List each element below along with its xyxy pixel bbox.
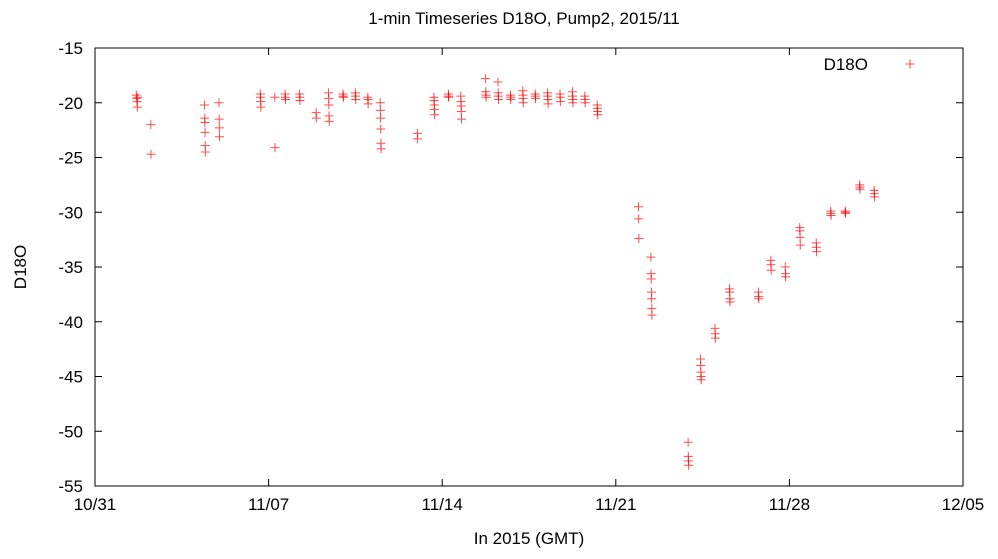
y-tick-label: -55 xyxy=(58,477,83,496)
data-point xyxy=(647,310,657,320)
data-point xyxy=(481,74,491,84)
data-point xyxy=(200,100,210,110)
data-point xyxy=(506,94,516,104)
y-tick-label: -50 xyxy=(58,422,83,441)
y-tick-label: -30 xyxy=(58,203,83,222)
data-point xyxy=(543,99,553,109)
plot-area xyxy=(94,47,964,487)
data-point xyxy=(375,98,385,108)
y-tick-label: -20 xyxy=(58,94,83,113)
data-point xyxy=(647,294,657,304)
y-tick-label: -15 xyxy=(58,39,83,58)
data-point xyxy=(132,102,142,112)
y-tick-label: -45 xyxy=(58,368,83,387)
data-point xyxy=(634,214,644,224)
data-point xyxy=(646,252,656,262)
data-point xyxy=(363,99,373,109)
x-tick-label: 11/14 xyxy=(422,495,463,514)
data-point xyxy=(146,120,156,130)
data-point xyxy=(456,107,466,117)
data-point xyxy=(351,94,361,104)
data-point xyxy=(494,94,504,104)
data-point xyxy=(531,93,541,103)
data-point xyxy=(430,110,440,120)
data-point xyxy=(456,114,466,124)
data-point xyxy=(634,202,644,212)
data-point xyxy=(200,147,210,157)
y-axis: -15 -20 -25 -30 -35 -40 -45 -50 -55 xyxy=(58,39,963,496)
data-point xyxy=(646,274,656,284)
data-point xyxy=(214,123,224,133)
data-point xyxy=(256,102,266,112)
data-point xyxy=(568,98,578,108)
scatter-markers xyxy=(131,74,879,470)
data-point xyxy=(766,265,776,275)
data-point xyxy=(812,247,822,257)
legend-marker xyxy=(905,59,915,69)
data-point xyxy=(214,98,224,108)
data-point xyxy=(841,208,851,218)
data-point xyxy=(754,294,764,304)
y-axis-label: D18O xyxy=(11,245,30,289)
data-point xyxy=(795,240,805,250)
data-point xyxy=(725,297,735,307)
plot-frame xyxy=(94,47,964,487)
data-point xyxy=(518,98,528,108)
data-point xyxy=(376,113,386,123)
data-point xyxy=(684,460,694,470)
data-point xyxy=(493,77,503,87)
data-point xyxy=(311,113,321,123)
data-point xyxy=(869,192,879,202)
legend-marker-symbol xyxy=(905,59,915,69)
x-tick-label: 11/07 xyxy=(248,495,289,514)
x-tick-label: 11/28 xyxy=(769,495,810,514)
data-point xyxy=(270,92,280,102)
data-point xyxy=(555,97,565,107)
data-point xyxy=(324,100,334,110)
y-tick-label: -40 xyxy=(58,313,83,332)
x-axis: 10/31 11/07 11/14 11/21 11/28 12/05 xyxy=(74,48,985,514)
data-point xyxy=(376,144,386,154)
data-point xyxy=(280,94,290,104)
data-point xyxy=(826,211,836,221)
data-point xyxy=(580,98,590,108)
legend: D18O xyxy=(824,55,915,74)
data-point xyxy=(200,117,210,127)
data-point xyxy=(270,143,280,153)
y-tick-label: -35 xyxy=(58,258,83,277)
chart-title: 1-min Timeseries D18O, Pump2, 2015/11 xyxy=(368,9,680,28)
data-point xyxy=(634,234,644,244)
data-point xyxy=(375,105,385,115)
x-tick-label: 12/05 xyxy=(942,495,985,514)
data-point xyxy=(710,333,720,343)
data-point xyxy=(413,134,423,144)
data-point xyxy=(324,116,334,126)
data-point xyxy=(481,92,491,102)
data-point xyxy=(855,184,865,194)
data-point xyxy=(795,232,805,242)
data-point xyxy=(338,92,348,102)
x-tick-label: 11/21 xyxy=(595,495,636,514)
y-tick-label: -25 xyxy=(58,149,83,168)
data-point xyxy=(444,92,454,102)
data-point xyxy=(133,92,143,102)
x-axis-label: In 2015 (GMT) xyxy=(474,529,585,548)
data-point xyxy=(214,114,224,124)
data-point xyxy=(200,127,210,137)
data-point xyxy=(146,149,156,159)
x-tick-label: 10/31 xyxy=(74,495,117,514)
data-point xyxy=(376,124,386,134)
data-point xyxy=(593,110,603,120)
data-point xyxy=(683,437,693,447)
data-point xyxy=(781,272,791,282)
legend-label: D18O xyxy=(824,55,868,74)
data-point xyxy=(696,375,706,385)
data-point xyxy=(215,132,225,142)
data-point xyxy=(295,96,305,106)
